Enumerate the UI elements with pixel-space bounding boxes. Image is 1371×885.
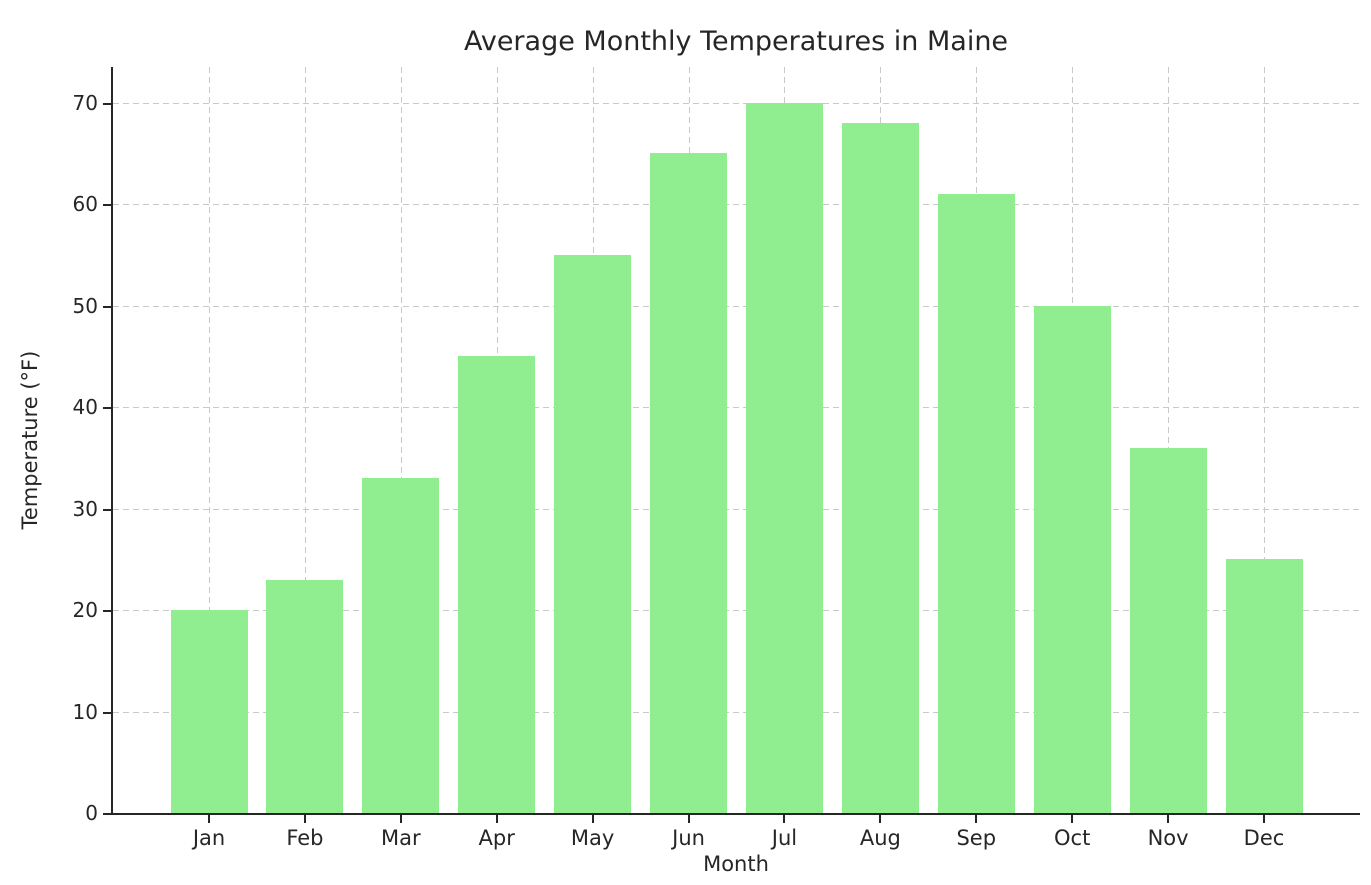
bar-nov [1129,447,1207,813]
x-tick-mark [1263,815,1265,823]
bar-aug [841,122,919,813]
x-tick-mark [975,815,978,823]
bar-jan [170,610,248,813]
x-tick-label: Aug [859,826,901,850]
bar-mar [362,478,440,813]
x-tick-mark [591,815,594,823]
y-tick-label: 50 [72,293,98,318]
y-tick-label: 60 [72,192,98,217]
y-tick-mark [103,305,111,308]
gridline-horizontal [113,508,1360,510]
y-tick-mark [103,407,111,409]
gridline-vertical [304,67,306,813]
y-tick-label: 0 [85,801,98,825]
y-tick-label: 40 [72,395,98,419]
gridline-horizontal [113,305,1360,307]
x-tick-mark [1071,815,1074,823]
bar-jul [745,102,823,813]
y-tick-mark [103,204,111,207]
gridline-horizontal [113,711,1360,713]
x-tick-label: Dec [1243,826,1285,850]
y-tick-label: 20 [72,598,98,622]
bar-apr [458,356,536,813]
bar-dec [1225,559,1303,813]
plot-area [113,67,1360,813]
gridline-vertical [1168,67,1170,813]
y-tick-mark [103,102,111,105]
x-tick-label: Oct [1054,826,1091,850]
chart-title: Average Monthly Temperatures in Maine [463,26,1009,57]
gridline-vertical [209,67,210,813]
x-tick-label: Jun [672,826,705,850]
x-axis-label: Month [703,852,769,876]
y-axis-label: Temperature (°F) [18,350,42,530]
x-tick-mark [879,815,882,823]
gridline-horizontal [113,102,1360,104]
x-tick-label: Sep [956,826,997,850]
gridline-vertical [400,67,402,813]
x-tick-mark [687,815,690,823]
y-axis-spine [111,67,113,815]
y-tick-mark [103,610,111,612]
bar-jun [650,153,728,813]
y-tick-mark [103,508,111,511]
y-tick-label: 10 [72,699,98,724]
gridline-horizontal [113,204,1360,206]
bar-may [554,254,632,813]
x-tick-label: Jan [192,826,226,850]
y-tick-mark [103,813,111,815]
x-tick-label: May [570,826,615,850]
bar-oct [1033,305,1111,813]
y-tick-label: 70 [72,90,98,115]
gridline-vertical [1264,67,1265,813]
x-tick-mark [783,815,786,823]
x-tick-label: Feb [286,826,324,850]
gridline-horizontal [113,407,1360,408]
x-tick-mark [1167,815,1170,823]
bar-feb [266,579,344,813]
bar-sep [937,193,1015,813]
gridline-horizontal [113,610,1360,611]
y-tick-mark [103,711,111,714]
x-axis-spine [111,813,1360,815]
x-tick-mark [495,815,498,823]
x-tick-label: Mar [381,826,421,850]
y-tick-label: 30 [72,496,98,521]
x-tick-label: Apr [478,826,515,850]
x-tick-mark [399,815,402,823]
x-tick-mark [303,815,306,823]
x-tick-label: Nov [1147,826,1189,850]
x-tick-label: Jul [771,826,798,850]
x-tick-mark [208,815,210,823]
